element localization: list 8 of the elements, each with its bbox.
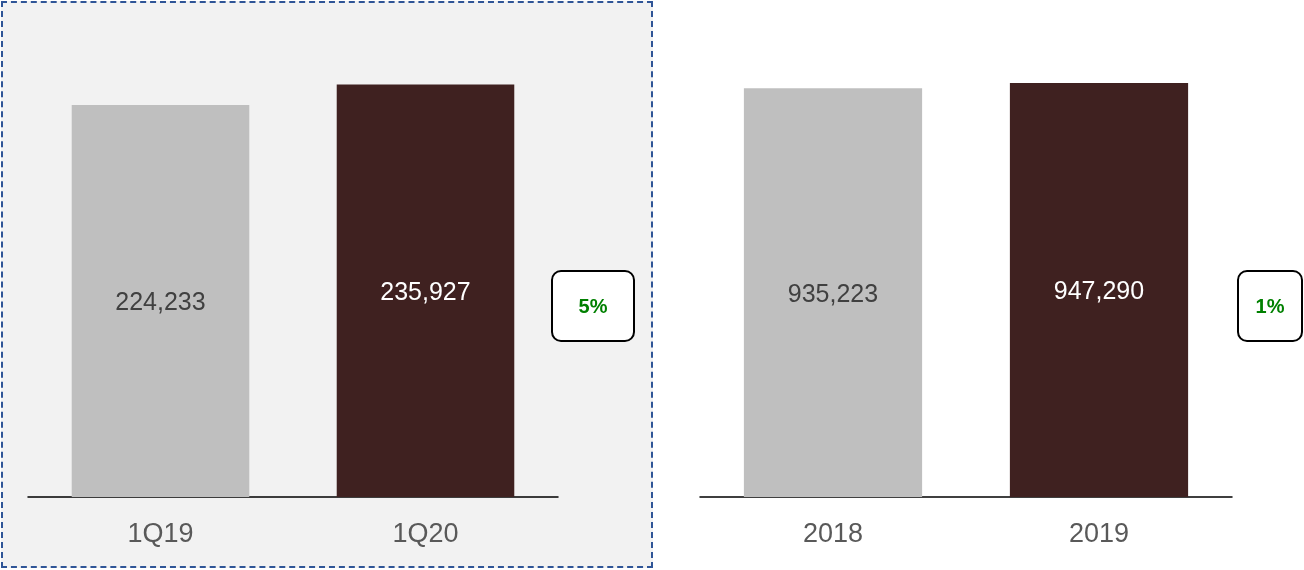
- data-label: 935,223: [787, 278, 879, 307]
- x-tick-label: 2019: [1068, 517, 1130, 548]
- x-tick-label: 1Q20: [392, 517, 459, 548]
- x-tick-label: 2018: [802, 517, 864, 548]
- data-label: 235,927: [380, 276, 471, 305]
- data-label: 224,233: [115, 287, 206, 316]
- x-tick-label: 1Q19: [127, 517, 194, 548]
- data-label: 947,290: [1053, 276, 1145, 305]
